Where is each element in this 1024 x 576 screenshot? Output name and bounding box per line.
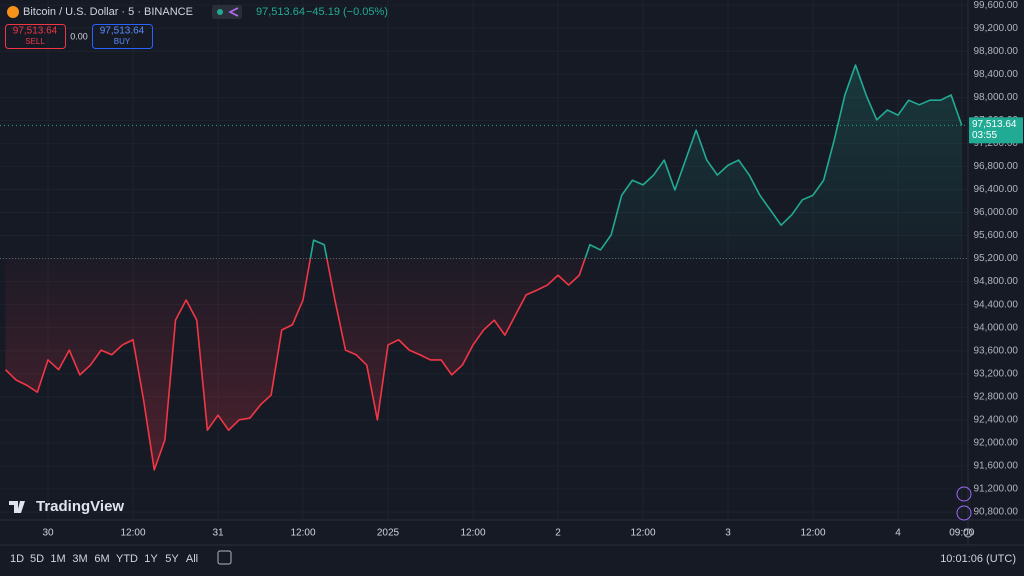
y-tick-label: 95,200.00 <box>974 253 1019 264</box>
x-tick-label: 09:00 <box>949 528 974 539</box>
y-tick-label: 92,400.00 <box>974 414 1019 425</box>
icon <box>228 7 239 17</box>
status-dot <box>217 9 223 15</box>
price-tag <box>969 117 1023 144</box>
y-tick-label: 98,800.00 <box>974 46 1019 57</box>
countdown: 03:55 <box>972 130 997 141</box>
x-tick-label: 31 <box>212 528 224 539</box>
x-tick-label: 12:00 <box>120 528 145 539</box>
logo-icon <box>9 501 25 513</box>
spread: 0.00 <box>70 31 88 41</box>
y-tick-label: 97,200.00 <box>974 138 1019 149</box>
x-tick-label: 12:00 <box>290 528 315 539</box>
sell-price: 97,513.64 <box>13 26 58 37</box>
x-tick-label: 12:00 <box>460 528 485 539</box>
range-button[interactable]: 1M <box>50 553 65 565</box>
x-tick-label: 12:00 <box>800 528 825 539</box>
range-button[interactable]: YTD <box>116 553 138 565</box>
y-tick-label: 94,400.00 <box>974 299 1019 310</box>
x-tick-label: 3 <box>725 528 731 539</box>
price-line <box>4 64 963 471</box>
y-tick-label: 91,600.00 <box>974 461 1019 472</box>
range-button[interactable]: 1Y <box>144 553 158 565</box>
y-tick-label: 95,600.00 <box>974 230 1019 241</box>
sell-label: SELL <box>25 37 45 46</box>
buy-price: 97,513.64 <box>100 26 145 37</box>
sell-button[interactable] <box>5 24 66 49</box>
clock: 10:01:06 (UTC) <box>940 553 1016 565</box>
buy-label: BUY <box>114 37 131 46</box>
y-tick-label: 94,000.00 <box>974 322 1019 333</box>
y-tick-label: 93,600.00 <box>974 345 1019 356</box>
settings-icon[interactable] <box>963 528 973 538</box>
indicator-icons[interactable] <box>212 5 242 19</box>
watermark: TradingView <box>36 498 124 515</box>
x-tick-label: 2025 <box>377 528 400 539</box>
x-tick-label: 12:00 <box>630 528 655 539</box>
buy-button[interactable] <box>92 24 153 49</box>
toolbar: 1D 5D 1M 3M 6M YTD 1Y 5Y All <box>10 553 198 565</box>
price-tag-label: 97,513.64 <box>972 119 1017 130</box>
header-change: −45.19 (−0.05%) <box>306 6 388 18</box>
range-button[interactable]: 1D <box>10 553 24 565</box>
y-tick-label: 93,200.00 <box>974 368 1019 379</box>
y-tick-label: 98,000.00 <box>974 92 1019 103</box>
baseline-area <box>5 65 962 470</box>
plot-layer <box>0 64 968 471</box>
y-tick-label: 99,600.00 <box>974 0 1019 11</box>
x-tick-label: 4 <box>895 528 901 539</box>
x-tick-label: 30 <box>42 528 54 539</box>
range-button[interactable]: 3M <box>72 553 87 565</box>
y-tick-label: 96,800.00 <box>974 161 1019 172</box>
x-tick-label: 2 <box>555 528 561 539</box>
y-tick-label: 96,000.00 <box>974 207 1019 218</box>
alert-icon[interactable] <box>956 505 972 521</box>
alert-icon[interactable] <box>956 486 972 502</box>
y-tick-label: 94,800.00 <box>974 276 1019 287</box>
y-tick-label: 98,400.00 <box>974 69 1019 80</box>
y-tick-label: 92,000.00 <box>974 437 1019 448</box>
range-button[interactable]: All <box>186 553 198 565</box>
y-tick-label: 92,800.00 <box>974 391 1019 402</box>
calendar-icon[interactable] <box>217 550 232 565</box>
range-button[interactable]: 6M <box>94 553 109 565</box>
y-tick-label: 96,400.00 <box>974 184 1019 195</box>
header-price: 97,513.64 <box>256 6 305 18</box>
y-tick-label: 90,800.00 <box>974 507 1019 518</box>
y-tick-label: 99,200.00 <box>974 23 1019 34</box>
range-button[interactable]: 5Y <box>165 553 179 565</box>
range-button[interactable]: 5D <box>30 553 44 565</box>
symbol: Bitcoin / U.S. Dollar · 5 · BINANCE <box>23 6 193 18</box>
coin-icon <box>7 6 19 18</box>
y-tick-label: 91,200.00 <box>974 484 1019 495</box>
axis-layer: 90,800.00 91,200.00 91,600.00 92,000.00 92,4… <box>42 0 1023 539</box>
